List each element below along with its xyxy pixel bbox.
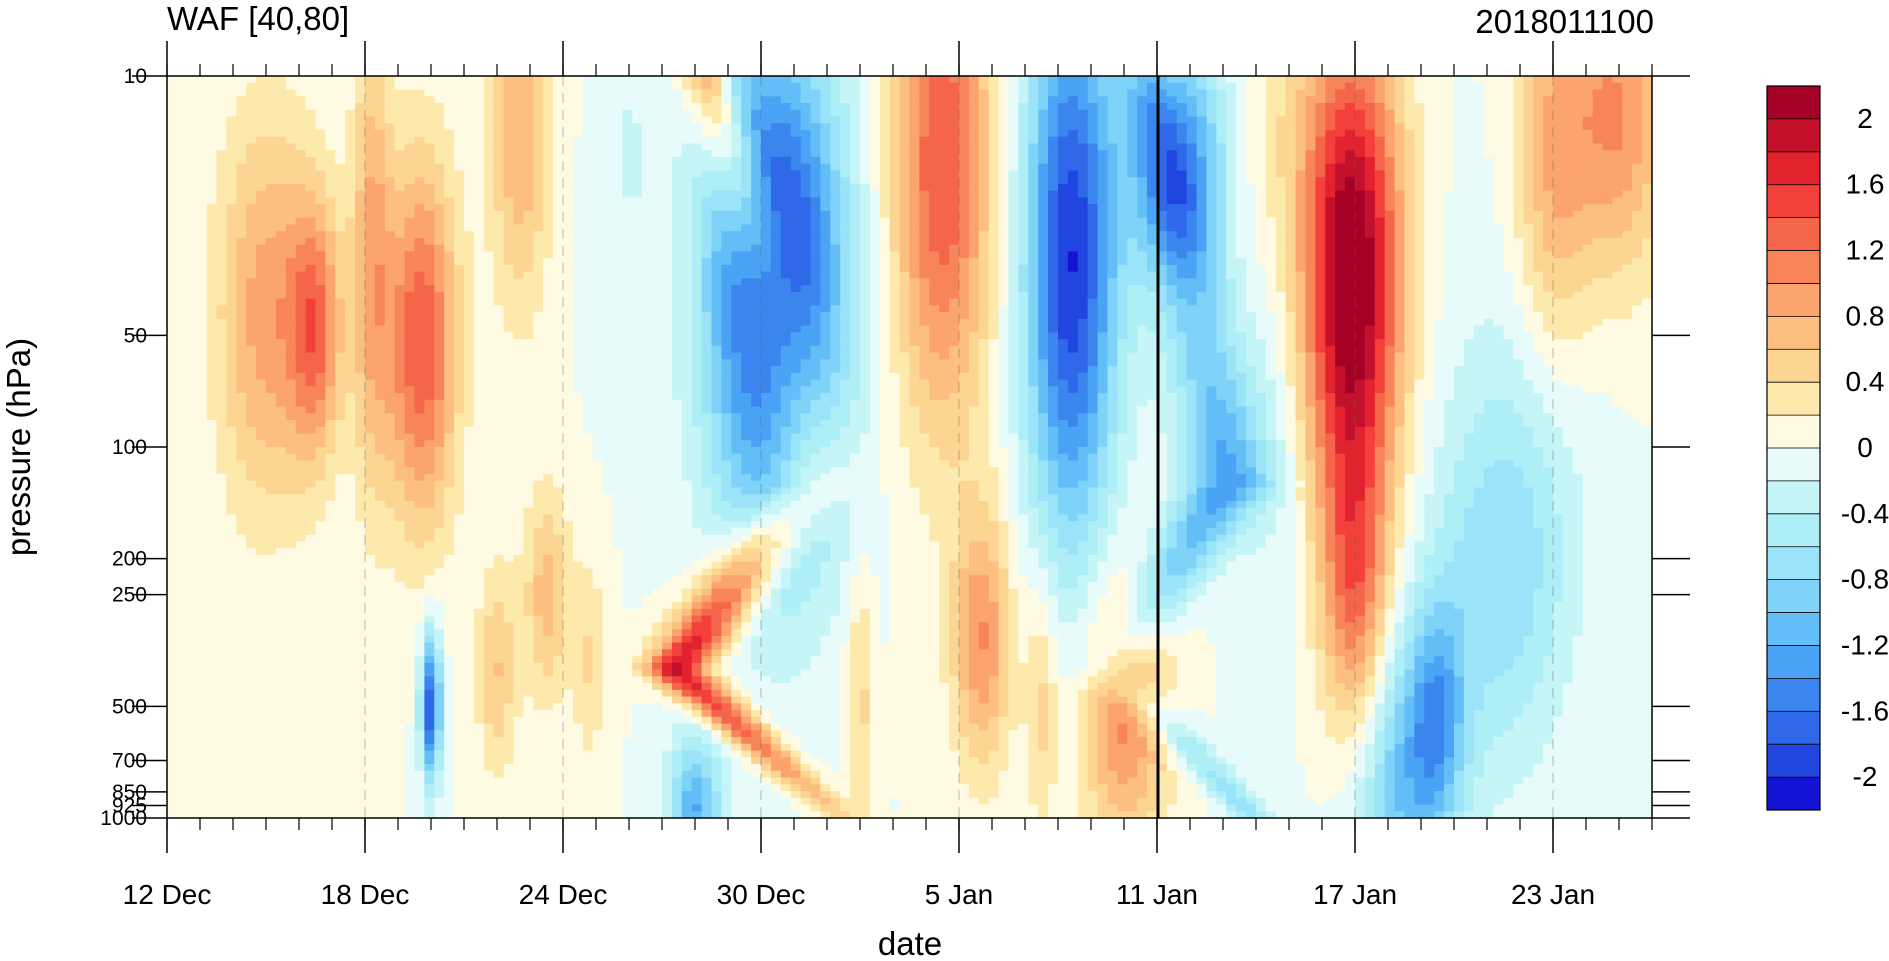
y-tick-label: 1000 bbox=[100, 807, 147, 830]
colorbar-swatch bbox=[1767, 382, 1820, 416]
y-tick-label: 10 bbox=[124, 65, 147, 88]
colorbar-swatch bbox=[1767, 283, 1820, 317]
colorbar-swatch bbox=[1767, 448, 1820, 482]
colorbar-swatch bbox=[1767, 612, 1820, 646]
colorbar-label: 1.6 bbox=[1846, 169, 1885, 200]
y-tick-label: 700 bbox=[112, 750, 147, 773]
colorbar-label: 0.8 bbox=[1846, 300, 1885, 331]
colorbar-label: 2 bbox=[1857, 103, 1873, 134]
colorbar-swatch bbox=[1767, 316, 1820, 350]
colorbar-swatch bbox=[1767, 711, 1820, 745]
colorbar-swatch bbox=[1767, 513, 1820, 548]
colorbar-swatch bbox=[1767, 744, 1820, 778]
colorbar-swatch bbox=[1767, 579, 1820, 613]
y-tick-label: 200 bbox=[112, 548, 147, 571]
colorbar-swatch bbox=[1767, 151, 1820, 186]
y-tick-label: 250 bbox=[112, 584, 147, 607]
y-tick-label: 50 bbox=[124, 324, 147, 347]
colorbar-label: 0 bbox=[1857, 432, 1873, 463]
x-tick-label: 5 Jan bbox=[925, 879, 994, 910]
colorbar-label: -0.4 bbox=[1841, 498, 1889, 529]
colorbar-swatch bbox=[1767, 480, 1820, 515]
x-tick-label: 18 Dec bbox=[321, 879, 410, 910]
colorbar-swatch bbox=[1767, 546, 1820, 581]
x-axis-ticks: 12 Dec 18 Dec 24 Dec 30 Dec 5 Jan 11 Jan 17 Ja… bbox=[123, 41, 1653, 910]
colorbar-swatch bbox=[1767, 118, 1820, 153]
x-tick-label: 30 Dec bbox=[717, 879, 806, 910]
y-tick-label: 925 bbox=[112, 794, 147, 817]
colorbar-label: -2 bbox=[1853, 761, 1878, 792]
colorbar-label: -1.2 bbox=[1841, 629, 1889, 660]
colorbar-swatch bbox=[1767, 415, 1820, 449]
colorbar-swatch bbox=[1767, 777, 1820, 811]
x-tick-label: 24 Dec bbox=[519, 879, 608, 910]
y-axis-label: pressure (hPa) bbox=[0, 338, 37, 556]
x-tick-label: 17 Jan bbox=[1313, 879, 1397, 910]
colorbar-swatch bbox=[1767, 217, 1820, 251]
y-tick-label: 500 bbox=[112, 695, 147, 718]
colorbar-label: -0.8 bbox=[1841, 564, 1889, 595]
colorbar-swatch bbox=[1767, 250, 1820, 284]
colorbar-swatch bbox=[1767, 86, 1820, 120]
chart-subtitle: 2018011100 bbox=[1475, 3, 1654, 40]
colorbar-swatch bbox=[1767, 678, 1820, 712]
waf-contour-field bbox=[167, 76, 1652, 818]
x-tick-label: 12 Dec bbox=[123, 879, 212, 910]
x-tick-label: 11 Jan bbox=[1116, 879, 1198, 910]
chart-title: WAF [40,80] bbox=[167, 0, 349, 37]
colorbar-swatch bbox=[1767, 645, 1820, 679]
x-axis-label: date bbox=[878, 925, 942, 961]
colorbar-label: 1.2 bbox=[1846, 235, 1885, 266]
x-tick-label: 23 Jan bbox=[1511, 879, 1595, 910]
colorbar: 2 1.6 1.2 0.8 0.4 0 -0.4 -0.8 -1.2 -1.6 -2 bbox=[1766, 85, 1889, 811]
y-tick-label: 100 bbox=[112, 436, 147, 459]
colorbar-label: 0.4 bbox=[1846, 366, 1885, 397]
colorbar-swatch bbox=[1767, 349, 1820, 383]
colorbar-swatch bbox=[1767, 184, 1820, 219]
colorbar-label: -1.6 bbox=[1841, 695, 1889, 726]
y-tick-label: 850 bbox=[112, 781, 147, 804]
